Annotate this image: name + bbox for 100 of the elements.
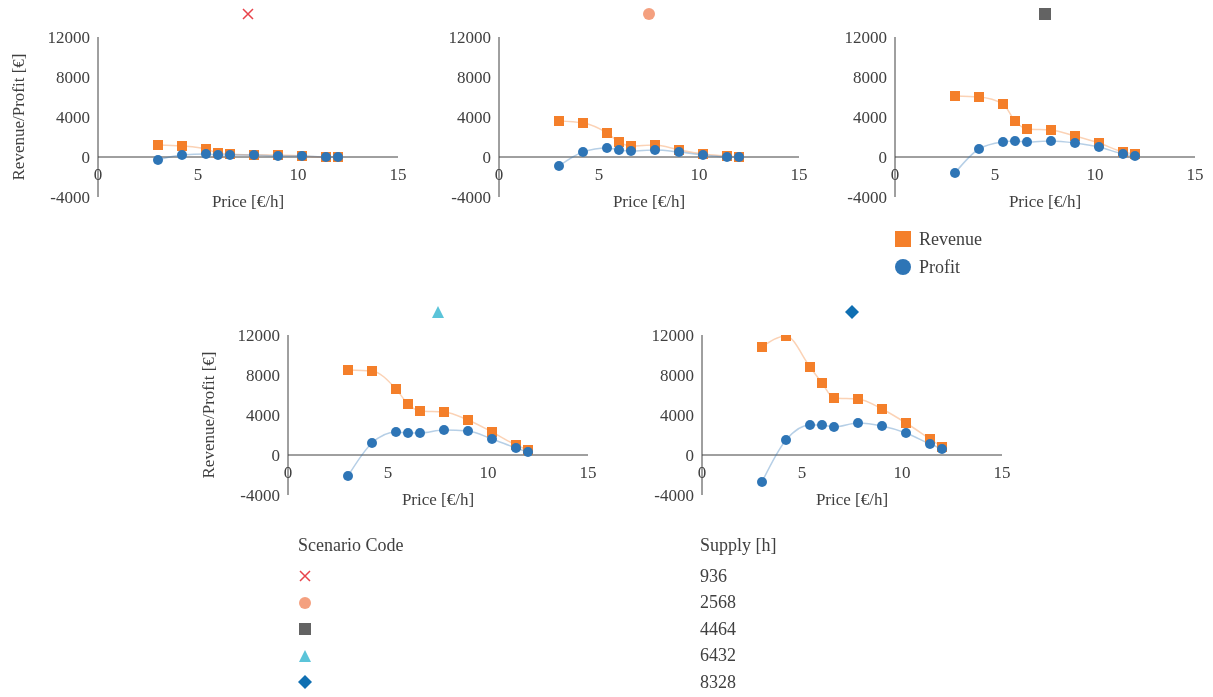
x-tick-label: 5 <box>990 165 1000 185</box>
y-tick-label: -4000 <box>240 486 280 506</box>
y-tick-label: 8000 <box>56 68 90 88</box>
point <box>367 366 377 376</box>
point <box>805 362 815 372</box>
x-axis-title: Price [€/h] <box>401 490 475 510</box>
point <box>901 418 911 428</box>
point <box>415 406 425 416</box>
text: 2568 <box>700 592 736 614</box>
point <box>974 144 984 154</box>
y-axis-title: Revenue/Profit [€] <box>9 53 29 181</box>
x-tick-label: 15 <box>790 165 808 185</box>
x-tick-label: 0 <box>890 165 900 185</box>
text: 4464 <box>700 618 736 640</box>
x-tick-label: 0 <box>494 165 504 185</box>
point <box>403 428 413 438</box>
y-tick-label: 4000 <box>56 108 90 128</box>
x-tick-label: 5 <box>193 165 203 185</box>
point <box>901 428 911 438</box>
y-tick-label: 4000 <box>660 406 694 426</box>
point <box>201 149 211 159</box>
point <box>153 155 163 165</box>
text: 936 <box>700 565 727 587</box>
point <box>1046 136 1056 146</box>
point <box>805 420 815 430</box>
y-tick-label: 12000 <box>651 326 694 346</box>
point <box>950 168 960 178</box>
x-axis-title: Price [€/h] <box>1008 192 1082 212</box>
y-tick-label: -4000 <box>451 188 491 208</box>
point <box>367 438 377 448</box>
x-tick-label: 10 <box>479 463 497 483</box>
point <box>403 399 413 409</box>
y-tick-label: -4000 <box>50 188 90 208</box>
point <box>177 141 187 151</box>
point <box>578 118 588 128</box>
point <box>757 342 767 352</box>
point <box>1094 142 1104 152</box>
point <box>343 471 353 481</box>
x-axis-title: Price [€/h] <box>815 490 889 510</box>
point <box>829 393 839 403</box>
point <box>415 428 425 438</box>
point <box>554 161 564 171</box>
point <box>998 137 1008 147</box>
point <box>877 421 887 431</box>
x-axis-title: Price [€/h] <box>211 192 285 212</box>
y-tick-label: 0 <box>685 446 694 466</box>
y-tick-label: 0 <box>482 148 491 168</box>
x-tick-label: 10 <box>289 165 307 185</box>
point <box>463 415 473 425</box>
x-tick-label: 10 <box>893 463 911 483</box>
point <box>439 407 449 417</box>
y-tick-label: 12000 <box>237 326 280 346</box>
y-tick-label: 8000 <box>660 366 694 386</box>
text: 8328 <box>700 671 736 693</box>
x-tick-label: 10 <box>1086 165 1104 185</box>
point <box>781 435 791 445</box>
point <box>950 91 960 101</box>
x-tick-label: 15 <box>1186 165 1204 185</box>
x-tick-label: 15 <box>993 463 1011 483</box>
x-tick-label: 0 <box>697 463 707 483</box>
point <box>439 425 449 435</box>
y-tick-label: 4000 <box>246 406 280 426</box>
point <box>817 420 827 430</box>
x-tick-label: 5 <box>383 463 393 483</box>
x-tick-label: 5 <box>797 463 807 483</box>
x-tick-label: 0 <box>283 463 293 483</box>
point <box>1010 136 1020 146</box>
x-tick-label: 15 <box>579 463 597 483</box>
text: Scenario Code <box>298 535 405 557</box>
text: Supply [h] <box>700 535 777 557</box>
point <box>650 145 660 155</box>
text: 6432 <box>700 645 736 667</box>
point <box>391 427 401 437</box>
y-tick-label: 12000 <box>844 28 887 48</box>
point <box>829 422 839 432</box>
point <box>853 394 863 404</box>
y-tick-label: 8000 <box>853 68 887 88</box>
point <box>463 426 473 436</box>
point <box>998 99 1008 109</box>
x-tick-label: 0 <box>93 165 103 185</box>
point <box>153 140 163 150</box>
legend-label: Profit <box>919 256 961 278</box>
x-axis-title: Price [€/h] <box>612 192 686 212</box>
point <box>1010 116 1020 126</box>
point <box>487 434 497 444</box>
point <box>817 378 827 388</box>
y-tick-label: -4000 <box>847 188 887 208</box>
point <box>626 146 636 156</box>
point <box>602 128 612 138</box>
x-tick-label: 5 <box>594 165 604 185</box>
point <box>1022 137 1032 147</box>
y-tick-label: 4000 <box>457 108 491 128</box>
point <box>1046 125 1056 135</box>
point <box>343 365 353 375</box>
point <box>578 147 588 157</box>
x-tick-label: 10 <box>690 165 708 185</box>
y-tick-label: 8000 <box>457 68 491 88</box>
point <box>1022 124 1032 134</box>
legend-label: Revenue <box>919 228 982 250</box>
y-tick-label: 0 <box>878 148 887 168</box>
